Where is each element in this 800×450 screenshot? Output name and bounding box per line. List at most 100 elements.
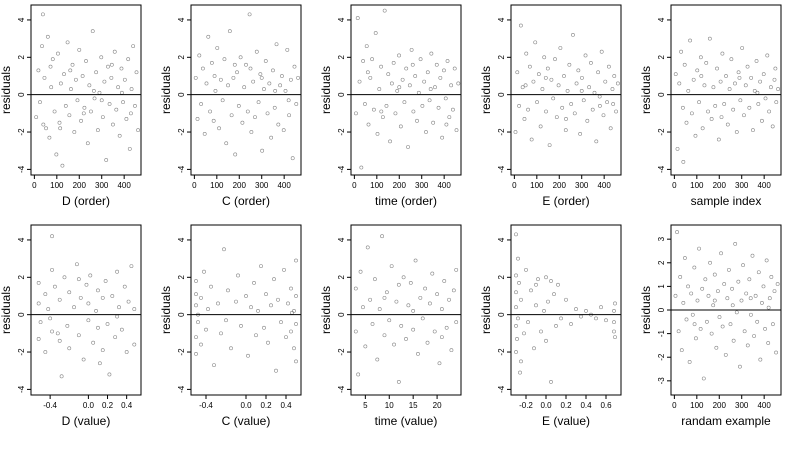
data-point (62, 275, 67, 280)
data-point (272, 105, 277, 110)
x-tick-label: 15 (409, 401, 418, 410)
data-point (422, 79, 427, 84)
data-point (368, 75, 373, 80)
data-point (65, 40, 70, 45)
data-point (755, 90, 760, 95)
data-point (132, 307, 137, 311)
scatter-panel-1: 0 100 200 300 400 -4 -2 0 2 4 D (order) residuals (0, 4, 142, 208)
y-tick-label: 4 (177, 237, 186, 242)
data-point (554, 115, 559, 119)
x-tick-label: 5 (363, 401, 368, 410)
x-tick-label: 400 (597, 181, 611, 190)
data-point (294, 322, 298, 326)
data-point (236, 273, 240, 278)
data-point (43, 292, 48, 297)
data-point (373, 31, 378, 35)
data-point (280, 74, 284, 78)
data-point (437, 361, 442, 366)
data-point (518, 370, 522, 375)
data-point (212, 363, 216, 368)
x-tick-label: 0.4 (580, 401, 592, 410)
y-axis-title: residuals (639, 66, 653, 114)
data-point (709, 331, 714, 336)
data-point (731, 338, 736, 343)
data-point (673, 72, 678, 77)
data-point (103, 279, 108, 283)
data-point (36, 301, 41, 306)
data-point (194, 292, 198, 297)
data-point (682, 62, 687, 67)
y-tick-label: 0 (497, 92, 506, 97)
data-point (399, 323, 404, 328)
data-point (397, 85, 402, 90)
data-point (235, 70, 239, 75)
data-point (371, 107, 376, 112)
x-tick-label: 200 (713, 181, 727, 190)
data-point (434, 62, 439, 67)
data-point (436, 105, 441, 110)
data-point (725, 296, 730, 301)
data-point (53, 284, 57, 289)
data-point (688, 38, 692, 43)
data-point (442, 279, 447, 283)
data-point (733, 81, 737, 86)
data-point (415, 118, 419, 123)
data-point (116, 85, 121, 90)
data-point (717, 315, 722, 319)
data-point (753, 293, 758, 298)
data-point (407, 83, 412, 88)
data-point (60, 163, 65, 168)
data-point (366, 122, 371, 127)
data-point (67, 346, 72, 351)
data-point (517, 103, 521, 108)
data-point (48, 316, 53, 321)
data-point (596, 70, 601, 75)
y-axis-title: residuals (0, 66, 13, 114)
data-point (706, 293, 711, 298)
data-point (594, 316, 598, 321)
data-point (115, 314, 119, 319)
y-axis-title: residuals (159, 286, 173, 334)
data-point (690, 312, 695, 317)
data-point (738, 364, 742, 369)
x-tick-label: -0.4 (43, 401, 57, 410)
x-tick-label: 0.2 (260, 401, 272, 410)
data-point (202, 269, 206, 274)
data-point (539, 329, 543, 334)
data-point (96, 288, 100, 293)
data-point (219, 331, 223, 336)
data-point (451, 288, 456, 293)
plot-frame (510, 224, 622, 396)
y-tick-label: -2 (337, 348, 346, 356)
data-point (702, 83, 707, 88)
data-point (519, 297, 523, 302)
points-group (194, 247, 298, 373)
data-point (449, 348, 454, 353)
points-group (354, 8, 461, 170)
data-point (719, 115, 724, 119)
y-tick-label: 4 (337, 237, 346, 242)
data-point (558, 46, 563, 50)
data-point (775, 282, 780, 286)
data-point (273, 89, 278, 93)
scatter-panel-7: -0.4 0.0 0.2 0.4 -4 -2 0 2 4 C (value) residuals (159, 224, 302, 428)
data-point (442, 68, 446, 73)
data-point (55, 331, 60, 336)
data-point (380, 115, 385, 119)
y-tick-label: 2 (657, 260, 666, 265)
data-point (377, 87, 382, 91)
data-point (613, 335, 617, 339)
data-point (544, 275, 548, 280)
data-point (373, 277, 377, 282)
y-tick-label: -2 (497, 128, 506, 136)
data-point (104, 158, 109, 162)
scatter-panel-10: 0 100 200 300 400 -3 -2 -1 0 1 2 3 randam example res… (639, 224, 782, 428)
data-point (76, 277, 81, 282)
data-point (712, 272, 717, 277)
y-tick-label: 2 (337, 275, 346, 280)
data-point (571, 32, 575, 37)
data-point (745, 64, 750, 69)
data-point (760, 301, 764, 305)
data-point (395, 89, 400, 93)
data-point (231, 75, 236, 80)
